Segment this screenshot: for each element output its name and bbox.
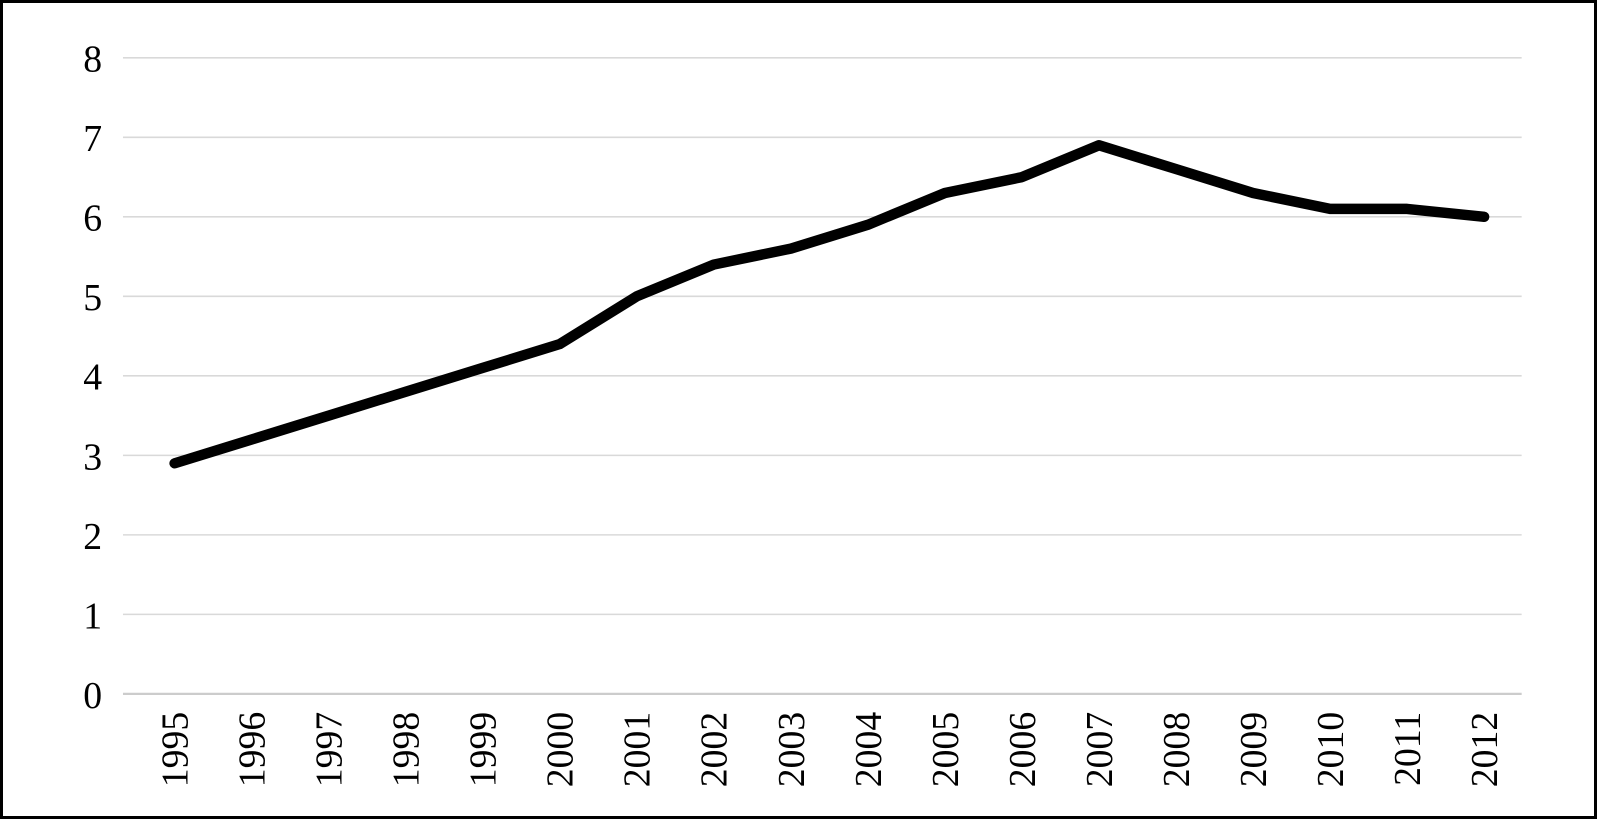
y-tick-label: 4 [83, 357, 102, 399]
gridlines [122, 57, 1522, 695]
x-tick-label: 2001 [617, 712, 659, 787]
y-tick-label: 7 [83, 118, 102, 160]
y-tick-label: 3 [83, 436, 102, 478]
x-tick-label: 2011 [1387, 712, 1429, 786]
line-chart: 0 1 2 3 4 5 6 7 8 1995 1996 1997 1998 1999 2000 2001 20… [83, 39, 1522, 788]
x-tick-label: 2004 [848, 712, 890, 788]
x-tick-label: 1999 [463, 712, 505, 787]
data-series-group [169, 140, 1490, 469]
x-tick-label: 2002 [694, 712, 736, 787]
y-tick-label: 6 [83, 198, 102, 240]
x-tick-label: 2007 [1079, 712, 1121, 787]
x-tick-label: 2008 [1156, 712, 1198, 787]
x-tick-label: 2010 [1310, 712, 1352, 787]
y-tick-label: 0 [83, 675, 102, 717]
series-line [169, 140, 1490, 469]
y-tick-label: 1 [83, 595, 102, 637]
x-axis-tick-labels: 1995 1996 1997 1998 1999 2000 2001 2002 2003 2004… [155, 712, 1507, 788]
x-tick-label: 1997 [309, 712, 351, 787]
x-tick-label: 2005 [925, 712, 967, 787]
x-tick-label: 1998 [386, 712, 428, 787]
y-tick-label: 5 [83, 277, 102, 319]
x-tick-label: 2000 [540, 712, 582, 787]
x-tick-label: 1995 [155, 712, 197, 787]
y-tick-label: 8 [83, 39, 102, 81]
x-tick-label: 1996 [232, 712, 274, 787]
x-tick-label: 2012 [1464, 712, 1506, 787]
x-tick-label: 2003 [771, 712, 813, 787]
y-axis-tick-labels: 0 1 2 3 4 5 6 7 8 [83, 39, 102, 717]
x-tick-label: 2009 [1233, 712, 1275, 787]
x-tick-label: 2006 [1002, 712, 1044, 787]
y-tick-label: 2 [83, 516, 102, 558]
